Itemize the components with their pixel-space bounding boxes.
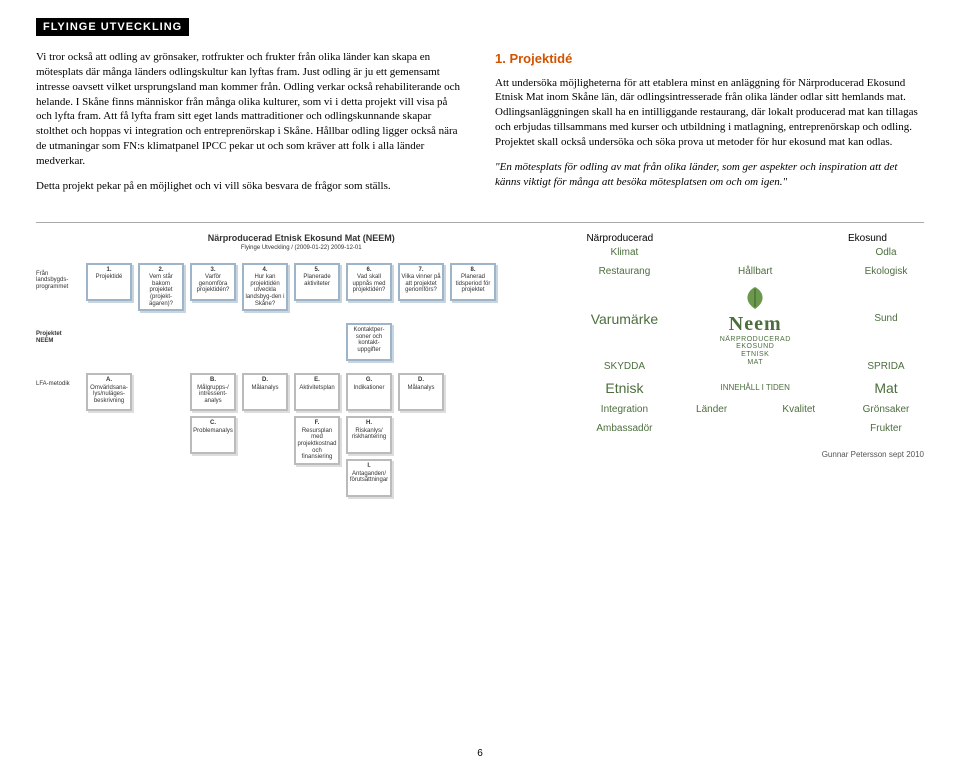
left-p2: Detta projekt pekar på en möjlighet och … <box>36 179 465 194</box>
neem-varumarke: Varumärke <box>586 311 662 327</box>
divider <box>36 222 924 223</box>
page-number: 6 <box>477 748 483 759</box>
neem-gronsaker: Grönsaker <box>848 404 924 415</box>
neem-r1l: Restaurang <box>586 266 662 277</box>
neem-integ: Integration <box>586 404 662 415</box>
flow-row-1: Från landsbygds-programmet 1.Projektidé … <box>36 263 566 312</box>
neem-mindmap: Närproducerad Klimat Ekosund Odla Restaura… <box>586 233 924 510</box>
text-columns: Vi tror också att odling av grönsaker, r… <box>36 50 924 204</box>
right-column: 1. Projektidé Att undersöka möjlighetern… <box>495 50 924 204</box>
box-D2: D.Målanalys <box>398 373 444 411</box>
left-column: Vi tror också att odling av grönsaker, r… <box>36 50 465 204</box>
neem-kvalitet: Kvalitet <box>761 404 837 415</box>
neem-sprida: SPRIDA <box>848 361 924 372</box>
box-A: A.Omvärldsana-lys/nuläges-beskrivning <box>86 373 132 411</box>
box-D: D.Målanalys <box>242 373 288 411</box>
diagram-area: Närproducerad Etnisk Ekosund Mat (NEEM) … <box>36 233 924 510</box>
box-B: B.Målgrupps-/ intressent-analys <box>190 373 236 411</box>
row1-label: Från landsbygds-programmet <box>36 263 80 291</box>
neem-r1c1: Hållbart <box>717 266 793 277</box>
neem-r1c2: Ekologisk <box>848 266 924 277</box>
leaf-icon <box>737 285 773 311</box>
box-3: 3.Varför genomföra projektidén? <box>190 263 236 301</box>
flow-sub: Flyinge Utveckling / (2009-01-22) 2009-1… <box>36 245 566 251</box>
neem-mat: Mat <box>848 380 924 396</box>
neem-tl2: Klimat <box>586 247 662 258</box>
neem-lander: Länder <box>674 404 750 415</box>
box-I: I.Antaganden/ förutsättningar <box>346 459 392 497</box>
right-quote: "En mötesplats för odling av mat från ol… <box>495 160 924 190</box>
neem-innehall: INNEHÅLL I TIDEN <box>717 383 793 392</box>
row3-label: LFA-metodik <box>36 373 80 388</box>
credit: Gunnar Petersson sept 2010 <box>586 450 924 459</box>
neem-etnisk: Etnisk <box>586 380 662 396</box>
neem-tr2: Odla <box>848 247 924 258</box>
section-head: 1. Projektidé <box>495 50 924 68</box>
neem-sund: Sund <box>848 313 924 324</box>
logo-brand: Neem <box>700 313 810 336</box>
neem-ambass: Ambassadör <box>586 423 662 434</box>
logo-l2: EKOSUND <box>700 343 810 351</box>
flow-title: Närproducerad Etnisk Ekosund Mat (NEEM) <box>36 233 566 243</box>
neem-logo: Neem NÄRPRODUCERAD EKOSUND ETNISK MAT <box>700 285 810 353</box>
left-p1: Vi tror också att odling av grönsaker, r… <box>36 50 465 169</box>
right-p1: Att undersöka möjligheterna för att etab… <box>495 76 924 150</box>
neem-tr1: Ekosund <box>848 233 924 244</box>
box-8: 8.Planerad tidsperiod för projektet <box>450 263 496 301</box>
box-5: 5.Planerade aktiviteter <box>294 263 340 301</box>
flow-row-3: LFA-metodik A.Omvärldsana-lys/nuläges-be… <box>36 373 566 497</box>
box-G: G.Indikationer <box>346 373 392 411</box>
box-C: C.Problemanalys <box>190 416 236 454</box>
box-E: E.Aktivitetsplan <box>294 373 340 411</box>
box-7: 7.Vilka vinner på att projektet genomför… <box>398 263 444 301</box>
flowchart: Närproducerad Etnisk Ekosund Mat (NEEM) … <box>36 233 566 510</box>
box-H: H.Riskanlys/ riskhantering <box>346 416 392 454</box>
flow-row-2: Projektet NEEM Kontaktper-soner och kont… <box>36 323 566 361</box>
box-1: 1.Projektidé <box>86 263 132 301</box>
row2-label: Projektet NEEM <box>36 323 80 344</box>
header-badge: FLYINGE UTVECKLING <box>36 18 189 36</box>
neem-skydda: SKYDDA <box>586 361 662 372</box>
logo-l4: MAT <box>700 359 810 367</box>
box-kontakt: Kontaktper-soner och kontakt-uppgifter <box>346 323 392 361</box>
box-6: 6.Vad skall uppnås med projektidén? <box>346 263 392 301</box>
neem-tl1: Närproducerad <box>586 233 662 244</box>
neem-frukter: Frukter <box>848 423 924 434</box>
box-2: 2.Vem står bakom projektet (projekt-ägar… <box>138 263 184 312</box>
logo-l1: NÄRPRODUCERAD <box>700 336 810 344</box>
logo-l3: ETNISK <box>700 351 810 359</box>
box-4: 4.Hur kan projektidén utveckla landsbyg-… <box>242 263 288 312</box>
box-F: F.Resursplan med projektkostnad och fina… <box>294 416 340 465</box>
